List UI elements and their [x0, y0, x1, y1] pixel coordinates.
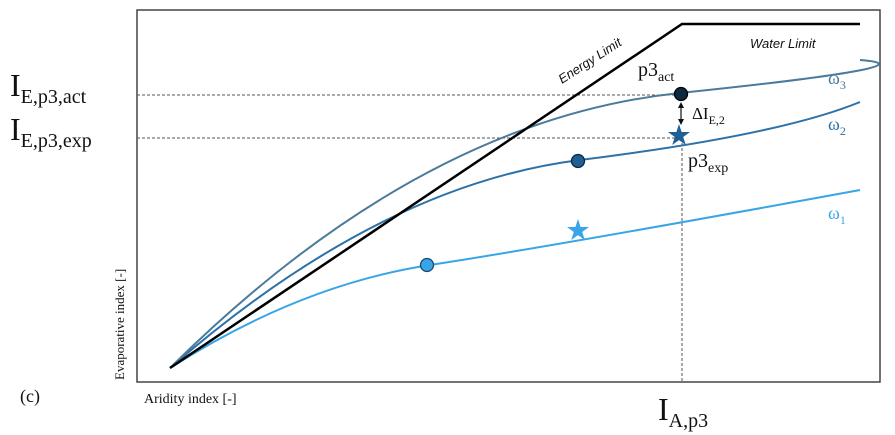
ie-p3-act-label: IE,p3,act — [10, 67, 87, 108]
marker-p3-exp — [668, 124, 690, 145]
water-limit-label: Water Limit — [750, 36, 817, 51]
p3-act-label: p3act — [638, 59, 674, 85]
ie-p3-exp-label: IE,p3,exp — [10, 111, 92, 152]
delta-arrow-head-down — [678, 119, 684, 125]
marker-p3-act — [673, 86, 689, 102]
omega-2-label: ω2 — [828, 114, 846, 138]
curve-omega-3 — [169, 59, 880, 369]
p3-exp-label: p3exp — [688, 150, 728, 176]
y-axis-label: Evaporative index [-] — [112, 269, 127, 380]
delta-ie-label: ΔIE,2 — [692, 104, 725, 127]
energy-limit-label: Energy Limit — [555, 34, 625, 87]
energy-water-limit-line — [169, 22, 860, 370]
delta-arrow-head-up — [678, 102, 684, 108]
marker-circle-omega-1 — [419, 257, 435, 273]
curve-omega-1 — [169, 189, 861, 369]
marker-circle-omega-2 — [570, 153, 586, 169]
ia-p3-label: IA,p3 — [658, 391, 708, 432]
star-marker-omega-1 — [567, 219, 589, 240]
omega-1-label: ω1 — [828, 203, 846, 227]
curve-omega-2 — [169, 101, 861, 369]
x-axis-label: Aridity index [-] — [144, 392, 237, 407]
plot-frame — [136, 9, 881, 383]
omega-3-label: ω3 — [828, 68, 846, 92]
panel-label: (c) — [20, 386, 40, 407]
